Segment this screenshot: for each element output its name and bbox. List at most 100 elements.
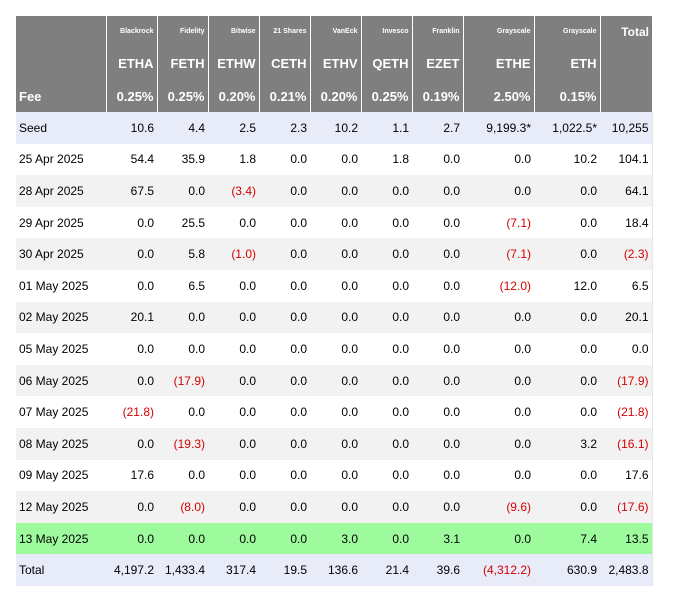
flow-cell: 0.0	[463, 143, 534, 176]
flow-cell: 3.2	[534, 427, 600, 460]
flow-cell: 0.0	[310, 396, 361, 428]
flow-cell: 1.8	[208, 143, 259, 176]
flow-cell: 0.0	[361, 491, 412, 523]
table-row: 12 May 2025 0.0 (8.0) 0.0 0.0 0.0 0.0 0.0 (9.6) 0…	[16, 491, 653, 523]
date-cell: 01 May 2025	[16, 269, 106, 302]
flow-cell: 1,022.5*	[534, 112, 600, 144]
table-row: 08 May 2025 0.0 (19.3) 0.0 0.0 0.0 0.0 0.0 0.0 3.…	[16, 427, 653, 460]
total-header-cell: Total	[600, 16, 652, 47]
fee-cell: 0.25%	[361, 80, 413, 112]
flow-cell: (4,312.2)	[463, 554, 534, 586]
flow-cell: 0.0	[463, 364, 534, 397]
row-total-cell: 2,483.8	[600, 554, 653, 586]
table-row: 30 Apr 2025 0.0 5.8 (1.0) 0.0 0.0 0.0 0.0 (7.1) 0…	[16, 238, 653, 270]
etf-flows-table: Blackrock Fidelity Bitwise 21 Shares Van…	[16, 16, 653, 586]
flow-cell: 0.0	[106, 427, 157, 460]
table-header: Blackrock Fidelity Bitwise 21 Shares Van…	[16, 16, 652, 112]
table-row: 09 May 2025 17.6 0.0 0.0 0.0 0.0 0.0 0.0 0.0 0.0 1…	[16, 459, 653, 492]
seed-label: Seed	[16, 112, 106, 144]
row-total-cell: 6.5	[600, 269, 653, 302]
flow-cell: 0.0	[259, 522, 310, 555]
flow-cell: (7.1)	[463, 206, 534, 239]
flow-cell: 0.0	[106, 364, 157, 397]
flow-cell: 9,199.3*	[463, 112, 534, 144]
row-total-cell: 20.1	[600, 301, 653, 334]
flow-cell: (1.0)	[208, 238, 259, 270]
flow-cell: 0.0	[361, 522, 412, 555]
flow-cell: 0.0	[361, 269, 412, 302]
flow-cell: 0.0	[157, 459, 208, 492]
issuer-header-cell: Franklin	[412, 16, 464, 47]
fee-cell: 2.50%	[463, 80, 535, 112]
row-total-cell: (2.3)	[600, 238, 653, 270]
total-row: Total 4,197.2 1,433.4 317.4 19.5 136.6 21.4 39.…	[16, 554, 653, 586]
flow-cell: 0.0	[157, 175, 208, 207]
flow-cell: 0.0	[534, 175, 600, 207]
date-cell: 09 May 2025	[16, 459, 106, 492]
flow-cell: 2.7	[412, 112, 463, 144]
flow-cell: 0.0	[259, 238, 310, 270]
flow-cell: 10.2	[534, 143, 600, 176]
flow-cell: 20.1	[106, 301, 157, 334]
flow-cell: 0.0	[310, 301, 361, 334]
flow-cell: 0.0	[412, 333, 463, 365]
flow-cell: 0.0	[259, 206, 310, 239]
flow-cell: 0.0	[534, 301, 600, 334]
flow-cell: (8.0)	[157, 491, 208, 523]
flow-cell: 6.5	[157, 269, 208, 302]
flow-cell: 0.0	[412, 427, 463, 460]
fee-cell: 0.20%	[310, 80, 362, 112]
flow-cell: 0.0	[361, 364, 412, 397]
flow-cell: 5.8	[157, 238, 208, 270]
flow-cell: 0.0	[412, 269, 463, 302]
flow-cell: 0.0	[259, 143, 310, 176]
ticker-header-cell: EZET	[412, 47, 464, 80]
flow-cell: 0.0	[208, 333, 259, 365]
ticker-header-row: ETHA FETH ETHW CETH ETHV QETH EZET ETHE …	[16, 47, 652, 80]
flow-cell: 0.0	[534, 491, 600, 523]
flow-cell: 0.0	[106, 333, 157, 365]
flow-cell: 0.0	[310, 175, 361, 207]
table-row: 29 Apr 2025 0.0 25.5 0.0 0.0 0.0 0.0 0.0 (7.1) 0.…	[16, 206, 653, 239]
issuer-header-cell: Blackrock	[106, 16, 158, 47]
flow-cell: 0.0	[310, 427, 361, 460]
flow-cell: (19.3)	[157, 427, 208, 460]
flow-cell: 0.0	[534, 206, 600, 239]
flow-cell: 39.6	[412, 554, 463, 586]
seed-row: Seed 10.6 4.4 2.5 2.3 10.2 1.1 2.7 9,199.3* 1,022…	[16, 112, 653, 144]
flow-cell: 0.0	[106, 522, 157, 555]
flow-cell: 0.0	[259, 301, 310, 334]
flow-cell: 0.0	[208, 206, 259, 239]
flow-cell: 35.9	[157, 143, 208, 176]
flow-cell: 1.1	[361, 112, 412, 144]
flow-cell: 3.0	[310, 522, 361, 555]
flow-cell: 4,197.2	[106, 554, 157, 586]
flow-cell: 0.0	[208, 301, 259, 334]
flow-cell: 0.0	[157, 522, 208, 555]
table-row: 07 May 2025 (21.8) 0.0 0.0 0.0 0.0 0.0 0.0 0.0 0.…	[16, 396, 653, 428]
date-cell: 29 Apr 2025	[16, 206, 106, 239]
flow-cell: 0.0	[208, 459, 259, 492]
flow-cell: 0.0	[208, 427, 259, 460]
flow-cell: 0.0	[463, 175, 534, 207]
row-total-cell: (21.8)	[600, 396, 653, 428]
row-total-cell: 17.6	[600, 459, 653, 492]
date-cell: 06 May 2025	[16, 364, 106, 397]
issuer-header-cell: 21 Shares	[259, 16, 311, 47]
table-row: 01 May 2025 0.0 6.5 0.0 0.0 0.0 0.0 0.0 (12.0) 12…	[16, 269, 653, 302]
flow-cell: 0.0	[310, 364, 361, 397]
fee-cell: 0.20%	[208, 80, 260, 112]
flow-cell: 0.0	[412, 238, 463, 270]
flow-cell: 0.0	[310, 269, 361, 302]
flow-cell: 317.4	[208, 554, 259, 586]
issuer-header-row: Blackrock Fidelity Bitwise 21 Shares Van…	[16, 16, 652, 47]
table-row: 28 Apr 2025 67.5 0.0 (3.4) 0.0 0.0 0.0 0.0 0.0 0.…	[16, 175, 653, 207]
row-total-cell: 0.0	[600, 333, 653, 365]
table-row-highlighted: 13 May 2025 0.0 0.0 0.0 0.0 3.0 0.0 3.1 0.0 7.4 13…	[16, 522, 653, 555]
flow-cell: 0.0	[259, 175, 310, 207]
flow-cell: 0.0	[361, 175, 412, 207]
flow-cell: 67.5	[106, 175, 157, 207]
row-total-cell: (17.9)	[600, 364, 653, 397]
flow-cell: 136.6	[310, 554, 361, 586]
flow-cell: 0.0	[412, 175, 463, 207]
